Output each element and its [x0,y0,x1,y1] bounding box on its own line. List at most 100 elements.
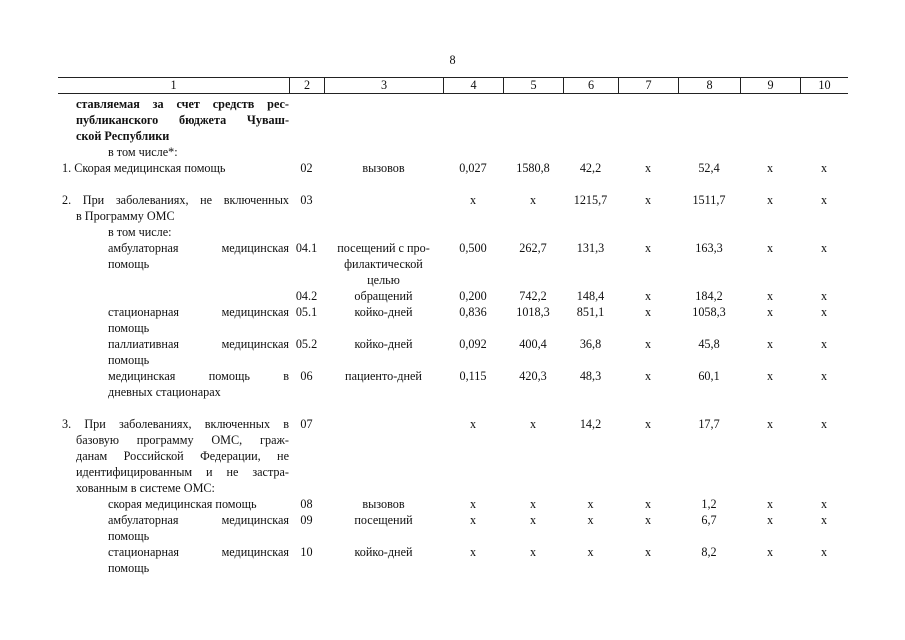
row-label: 2. При заболеваниях, не включенных в Прог… [62,192,289,224]
cell-col-7: х [644,161,652,175]
cell-col-7: х [644,513,652,527]
row-label-line: амбулаторная медицинская [108,513,289,527]
row-label-line: в Программу ОМС [76,209,175,223]
cell-col-6: 148,4 [576,289,605,303]
cell-col-5: 742,2 [519,289,547,303]
cell-col-2: 08 [300,497,313,511]
header-col-2: 2 [289,78,324,93]
row-label-line: помощь [108,529,150,543]
row-label-line: амбулаторная медицинская [108,241,289,255]
cell-col-3: вызовов [362,161,405,175]
row-label-line: помощь [108,353,150,367]
cell-col-2: 09 [300,513,313,527]
header-col-3: 3 [324,78,443,93]
row-label: стационарная медицинская помощь [108,304,289,336]
cell-col-8: 1511,7 [692,193,726,207]
cell-col-5: 400,4 [519,337,547,351]
cell-col-4: х [469,545,477,559]
cell-col-10: х [820,161,828,175]
cell-col-10: х [820,369,828,383]
header-col-7: 7 [618,78,678,93]
cell-col-2: 07 [300,417,313,431]
cell-col-8: 45,8 [698,337,720,351]
cell-col-7: х [644,545,652,559]
cell-col-10: х [820,513,828,527]
cell-col-4: 0,200 [459,289,487,303]
header-col-1: 1 [170,78,177,92]
cell-col-9: х [766,513,774,527]
cell-col-10: х [820,337,828,351]
row-label-line: 1. Скорая медицинская помощь [62,161,226,175]
cell-col-8: 60,1 [698,369,720,383]
cell-col-10: х [820,545,828,559]
cell-col-4: х [469,513,477,527]
row-label: амбулаторная медицинская помощь [108,240,289,272]
cell-col-4: 0,115 [459,369,487,383]
cell-col-9: х [766,337,774,351]
cell-col-7: х [644,369,652,383]
cell-col-2: 03 [300,193,313,207]
cell-col-7: х [644,305,652,319]
cell-col-8: 8,2 [701,545,717,559]
cell-col-10: х [820,497,828,511]
row-label-line: стационарная медицинская [108,305,289,319]
row-label: амбулаторная медицинская помощь [108,512,289,544]
cell-col-4: х [469,497,477,511]
cell-col-4: 0,500 [459,241,487,255]
row-label: ставляемая за счет средств рес-публиканс… [76,96,289,144]
cell-col-9: х [766,161,774,175]
cell-col-5: 420,3 [519,369,547,383]
cell-col-5: 262,7 [519,241,547,255]
cell-col-10: х [820,193,828,207]
cell-col-10: х [820,241,828,255]
cell-col-6: 851,1 [576,305,605,319]
cell-col-6: х [587,497,594,511]
cell-col-6: х [587,513,594,527]
row-label: в том числе: [108,224,289,240]
header-col-10: 10 [800,78,848,93]
cell-col-8: 52,4 [698,161,720,175]
row-label: медицинская помощь в дневных стационарах [108,368,289,400]
cell-col-5: х [529,513,537,527]
cell-col-3: койко-дней [354,545,413,559]
row-label-line: 2. При заболеваниях, не включенных [62,193,289,207]
row-label-line: помощь [108,561,150,575]
header-col-4: 4 [443,78,503,93]
cell-col-9: х [766,497,774,511]
cell-col-10: х [820,289,828,303]
cell-col-9: х [766,369,774,383]
cell-col-7: х [644,289,652,303]
cell-col-3: посещений [354,513,413,527]
cell-col-5: х [529,497,537,511]
row-label-line: хованным в системе ОМС: [76,481,215,495]
row-label: 3. При заболеваниях, включенных в базовую… [62,416,289,496]
cell-col-2: 04.2 [295,289,318,303]
cell-col-3: койко-дней [354,305,413,319]
cell-col-3: обращений [354,289,413,303]
cell-col-9: х [766,545,774,559]
cell-col-2: 04.1 [295,241,318,255]
cell-col-7: х [644,337,652,351]
page-number: 8 [449,53,456,67]
cell-col-8: 6,7 [701,513,717,527]
row-label-line: скорая медицинская помощь [108,497,257,511]
row-label-line: стационарная медицинская [108,545,289,559]
row-label-line: помощь [108,321,150,335]
cell-col-3: койко-дней [354,337,413,351]
row-label: стационарная медицинская помощь [108,544,289,576]
cell-col-6: х [587,545,594,559]
cell-col-6: 131,3 [576,241,605,255]
row-label-line: медицинская помощь в [108,369,289,383]
cell-col-9: х [766,289,774,303]
cell-col-7: х [644,241,652,255]
cell-col-5: 1018,3 [516,305,550,319]
cell-col-10: х [820,305,828,319]
row-label-line: в том числе: [108,225,172,239]
cell-col-9: х [766,417,774,431]
cell-col-2: 10 [300,545,313,559]
cell-col-3: вызовов [362,497,405,511]
row-label-line: ской Республики [76,129,170,143]
cell-col-10: х [820,417,828,431]
cell-col-6: 36,8 [579,337,602,351]
row-label-line: дневных стационарах [108,385,221,399]
